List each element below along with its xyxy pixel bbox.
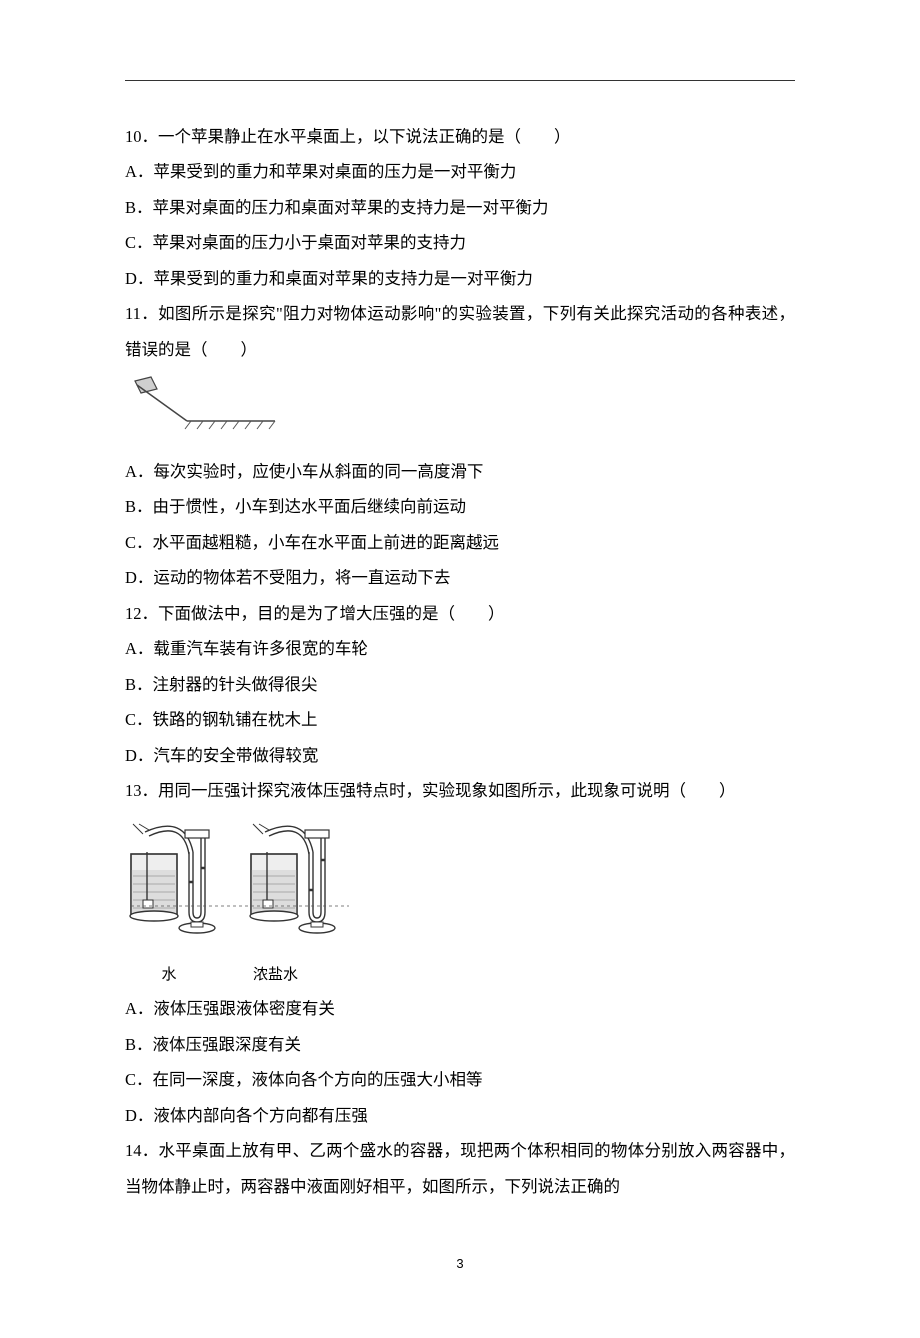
manometer-svg-icon [125, 816, 355, 944]
q12-option-b: B．注射器的针头做得很尖 [125, 667, 795, 702]
label-water: 水 [125, 959, 213, 991]
q13-option-b: B．液体压强跟深度有关 [125, 1027, 795, 1062]
q11-stem: 11．如图所示是探究"阻力对物体运动影响"的实验装置，下列有关此探究活动的各种表… [125, 296, 795, 367]
q12-option-c: C．铁路的钢轨铺在枕木上 [125, 702, 795, 737]
q11-option-d: D．运动的物体若不受阻力，将一直运动下去 [125, 560, 795, 595]
q13-option-d: D．液体内部向各个方向都有压强 [125, 1098, 795, 1133]
manometer-labels: 水 浓盐水 [125, 959, 795, 991]
q10-option-c: C．苹果对桌面的压力小于桌面对苹果的支持力 [125, 225, 795, 260]
q12-option-d: D．汽车的安全带做得较宽 [125, 738, 795, 773]
q10-option-b: B．苹果对桌面的压力和桌面对苹果的支持力是一对平衡力 [125, 190, 795, 225]
q10-option-a: A．苹果受到的重力和苹果对桌面的压力是一对平衡力 [125, 154, 795, 189]
q13-stem: 13．用同一压强计探究液体压强特点时，实验现象如图所示，此现象可说明（ ） [125, 773, 795, 808]
label-saltwater: 浓盐水 [213, 959, 338, 991]
manometer-figure [125, 816, 795, 956]
ramp-figure [125, 375, 795, 445]
q12-option-a: A．载重汽车装有许多很宽的车轮 [125, 631, 795, 666]
q11-option-a: A．每次实验时，应使小车从斜面的同一高度滑下 [125, 454, 795, 489]
q11-option-c: C．水平面越粗糙，小车在水平面上前进的距离越远 [125, 525, 795, 560]
q14-stem: 14．水平桌面上放有甲、乙两个盛水的容器，现把两个体积相同的物体分别放入两容器中… [125, 1133, 795, 1204]
q13-option-a: A．液体压强跟液体密度有关 [125, 991, 795, 1026]
q11-option-b: B．由于惯性，小车到达水平面后继续向前运动 [125, 489, 795, 524]
q10-stem: 10．一个苹果静止在水平桌面上，以下说法正确的是（ ） [125, 119, 795, 154]
q13-option-c: C．在同一深度，液体向各个方向的压强大小相等 [125, 1062, 795, 1097]
q12-stem: 12．下面做法中，目的是为了增大压强的是（ ） [125, 596, 795, 631]
header-rule [125, 80, 795, 81]
q10-option-d: D．苹果受到的重力和桌面对苹果的支持力是一对平衡力 [125, 261, 795, 296]
page-number: 3 [125, 1250, 795, 1278]
ramp-svg-icon [125, 375, 285, 433]
